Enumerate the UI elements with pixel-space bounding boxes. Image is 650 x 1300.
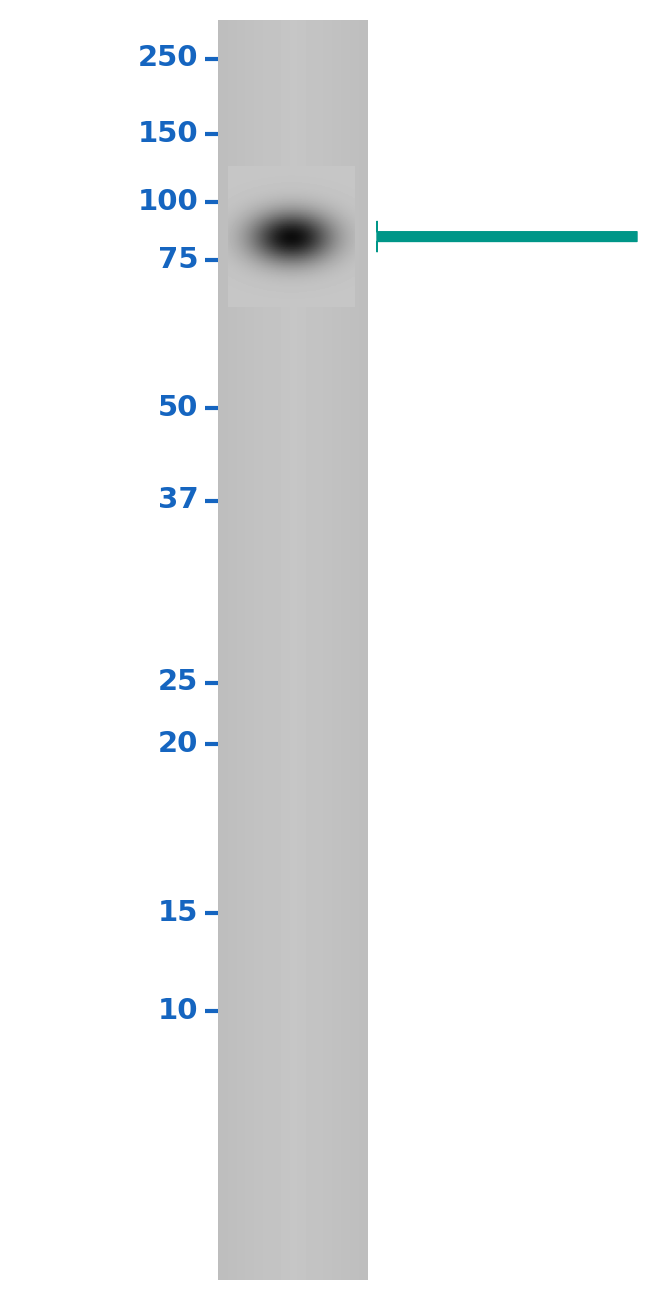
Text: 50: 50 [158,394,198,422]
Text: 250: 250 [138,44,198,73]
Text: 150: 150 [138,120,198,148]
Text: 37: 37 [157,486,198,515]
Text: 75: 75 [158,246,198,274]
Text: 100: 100 [138,187,198,216]
Text: 20: 20 [158,729,198,758]
Text: 15: 15 [158,898,198,927]
Text: 10: 10 [158,997,198,1026]
Text: 25: 25 [158,668,198,697]
